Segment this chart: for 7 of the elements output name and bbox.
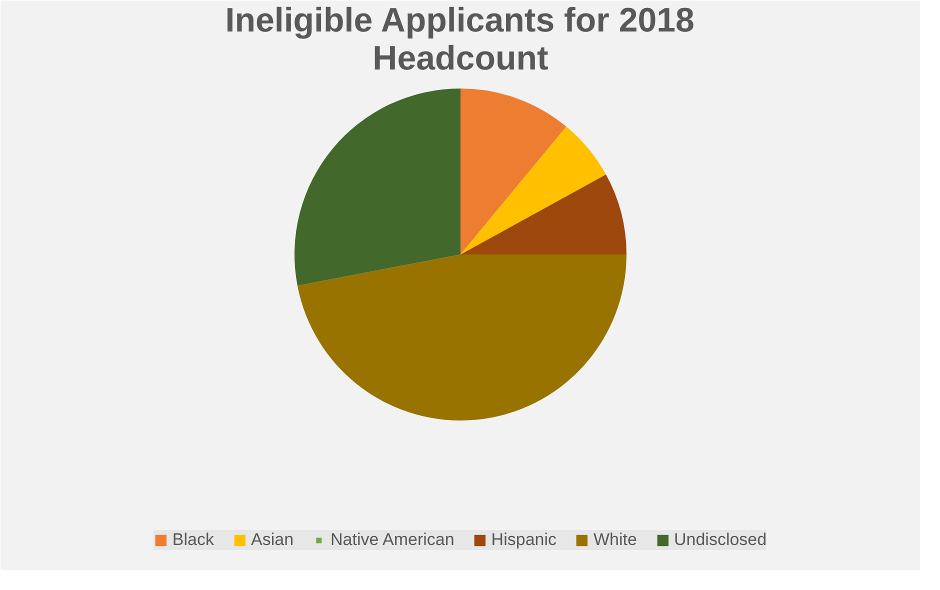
- legend-label: Hispanic: [491, 530, 557, 550]
- legend-label: Black: [172, 530, 214, 550]
- legend-label: White: [594, 530, 637, 550]
- legend-label: Native American: [330, 530, 454, 550]
- legend-label: Undisclosed: [674, 530, 767, 550]
- legend-label: Asian: [250, 530, 294, 550]
- chart-title: Ineligible Applicants for 2018 Headcount: [225, 2, 694, 78]
